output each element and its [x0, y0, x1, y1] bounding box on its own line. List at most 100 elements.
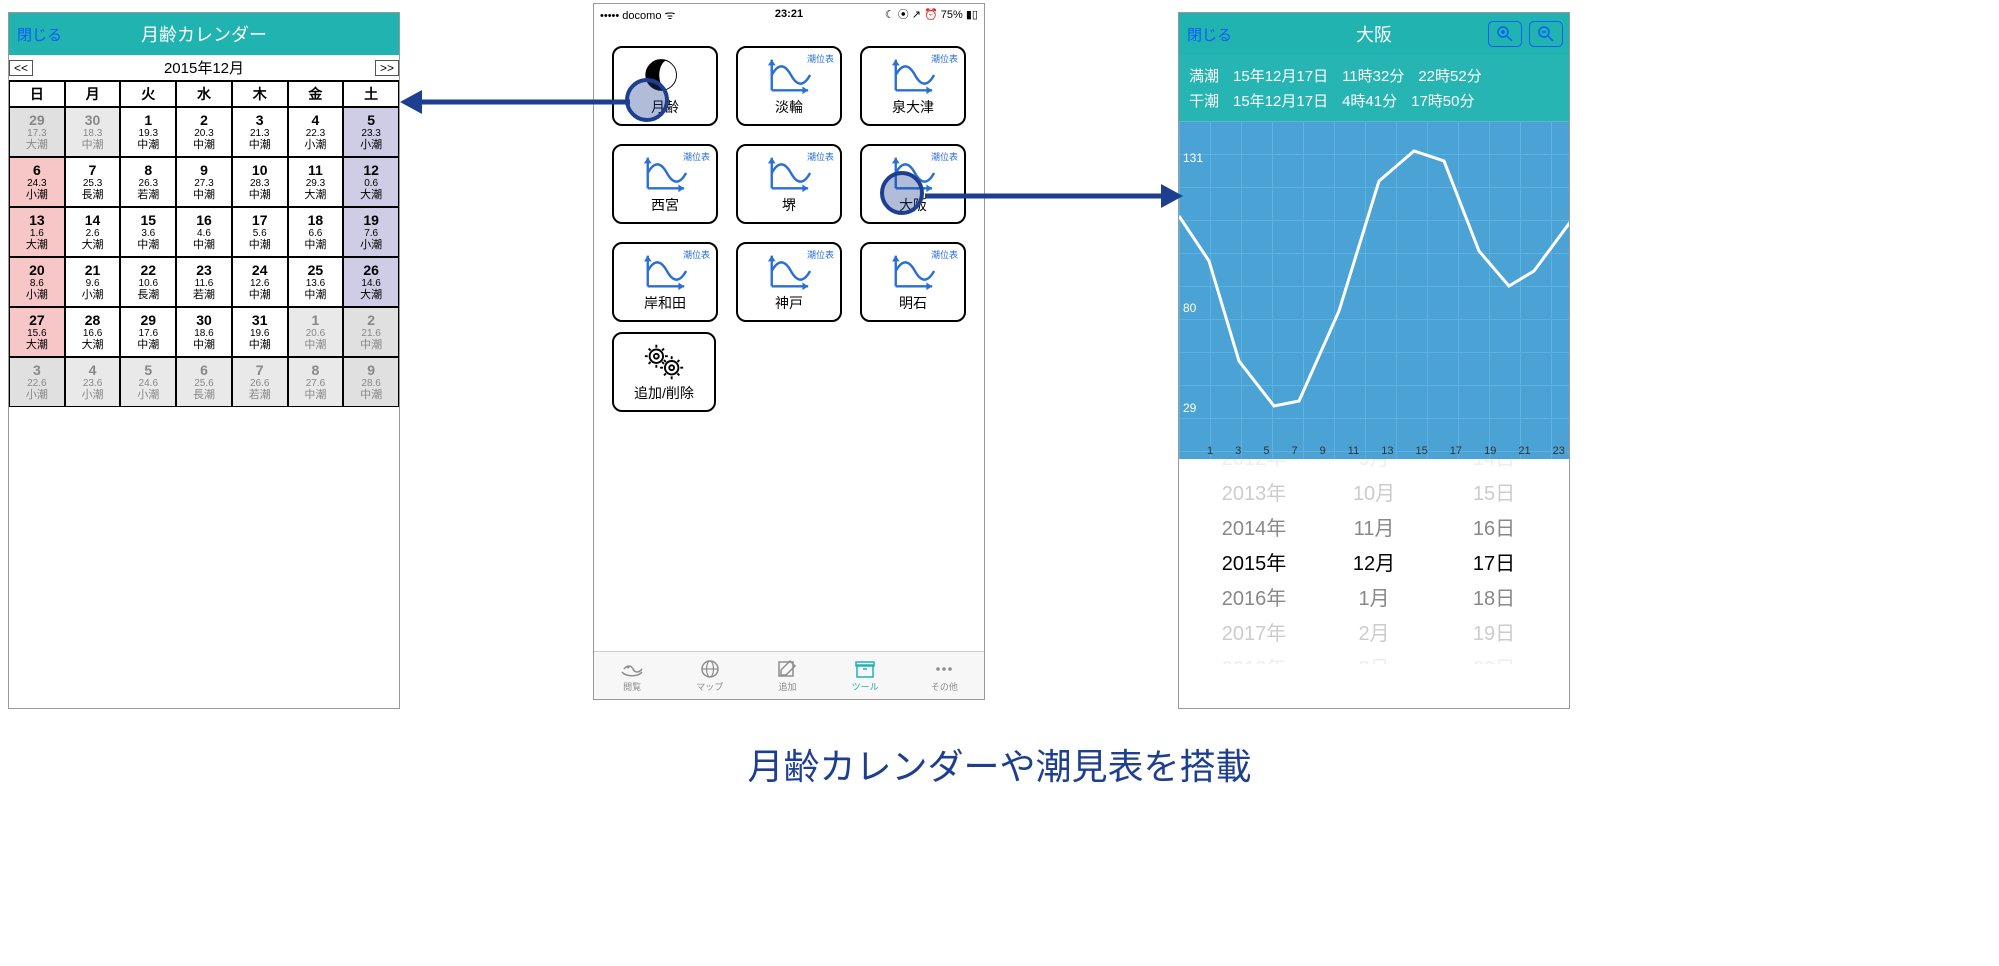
- tab-bar: 閲覧 マップ 追加 ツールその他: [594, 651, 984, 699]
- picker-item[interactable]: 2月: [1358, 617, 1389, 646]
- picker-item[interactable]: 2014年: [1222, 512, 1287, 541]
- calendar-cell[interactable]: 625.6長潮: [176, 357, 232, 407]
- date-picker[interactable]: 2012年 2013年 2014年 2015年 2016年 2017年 2018年 9月 10…: [1179, 459, 1569, 664]
- picker-item[interactable]: 12月: [1353, 547, 1395, 576]
- calendar-cell[interactable]: 220.3中潮: [176, 107, 232, 157]
- x-axis-tick: 17: [1450, 445, 1462, 457]
- calendar-cell[interactable]: 321.3中潮: [232, 107, 288, 157]
- picker-month[interactable]: 9月 10月 11月 12月 1月 2月 3月: [1314, 459, 1434, 664]
- calendar-cell[interactable]: 2513.6中潮: [288, 257, 344, 307]
- picker-item[interactable]: 18日: [1473, 582, 1515, 611]
- picker-item[interactable]: 3月: [1358, 652, 1389, 664]
- calendar-cell[interactable]: 120.6中潮: [288, 307, 344, 357]
- close-button[interactable]: 閉じる: [1187, 24, 1232, 45]
- picker-item[interactable]: 15日: [1473, 477, 1515, 506]
- calendar-cell[interactable]: 2715.6大潮: [9, 307, 65, 357]
- calendar-cell[interactable]: 624.3小潮: [9, 157, 65, 207]
- calendar-cell[interactable]: 131.6大潮: [9, 207, 65, 257]
- calendar-cell[interactable]: 3018.3中潮: [65, 107, 121, 157]
- calendar-cell[interactable]: 120.6大潮: [343, 157, 399, 207]
- prev-month-button[interactable]: <<: [9, 60, 33, 76]
- calendar-cell[interactable]: 726.6若潮: [232, 357, 288, 407]
- calendar-cell[interactable]: 2917.3大潮: [9, 107, 65, 157]
- mini-label: 潮位表: [683, 248, 710, 261]
- add-remove-tile[interactable]: 追加/削除: [612, 332, 716, 412]
- calendar-cell[interactable]: 3018.6中潮: [176, 307, 232, 357]
- calendar-cell[interactable]: 153.6中潮: [120, 207, 176, 257]
- tab-add[interactable]: 追加: [775, 658, 799, 693]
- calendar-cell[interactable]: 2917.6中潮: [120, 307, 176, 357]
- calendar-cell[interactable]: 827.6中潮: [288, 357, 344, 407]
- calendar-cell[interactable]: 725.3長潮: [65, 157, 121, 207]
- calendar-cell[interactable]: 524.6小潮: [120, 357, 176, 407]
- calendar-cell[interactable]: 208.6小潮: [9, 257, 65, 307]
- tile-泉大津[interactable]: 潮位表泉大津: [860, 46, 966, 126]
- picker-day[interactable]: 14日 15日 16日 17日 18日 19日 20日: [1434, 459, 1554, 664]
- arrow-right: [925, 176, 1183, 216]
- picker-item[interactable]: 16日: [1473, 512, 1515, 541]
- picker-item[interactable]: 20日: [1473, 652, 1515, 664]
- next-month-button[interactable]: >>: [375, 60, 399, 76]
- calendar-cell[interactable]: 1129.3大潮: [288, 157, 344, 207]
- calendar-cell[interactable]: 221.6中潮: [343, 307, 399, 357]
- tide-screen: 閉じる 大阪 満潮 15年12月17日 11時32分 22時52分 干潮 15年…: [1178, 12, 1570, 709]
- calendar-cell[interactable]: 927.3中潮: [176, 157, 232, 207]
- calendar-cell[interactable]: 164.6中潮: [176, 207, 232, 257]
- x-axis-tick: 13: [1381, 445, 1393, 457]
- tab-map[interactable]: マップ: [696, 658, 723, 693]
- tide-date: 15年12月17日: [1233, 90, 1328, 111]
- zoom-in-icon: [1496, 25, 1514, 43]
- calendar-cell[interactable]: 1028.3中潮: [232, 157, 288, 207]
- picker-item[interactable]: 2018年: [1222, 652, 1287, 664]
- tile-神戸[interactable]: 潮位表神戸: [736, 242, 842, 322]
- picker-item[interactable]: 2012年: [1222, 459, 1287, 471]
- picker-item[interactable]: 9月: [1358, 459, 1389, 471]
- calendar-cell[interactable]: 2614.6大潮: [343, 257, 399, 307]
- tab-tool[interactable]: ツール: [852, 658, 879, 693]
- picker-year[interactable]: 2012年 2013年 2014年 2015年 2016年 2017年 2018年: [1194, 459, 1314, 664]
- calendar-cell[interactable]: 142.6大潮: [65, 207, 121, 257]
- tab-browse[interactable]: 閲覧: [620, 658, 644, 693]
- calendar-cell[interactable]: 826.3若潮: [120, 157, 176, 207]
- calendar-cell[interactable]: 423.6小潮: [65, 357, 121, 407]
- calendar-cell[interactable]: 2816.6大潮: [65, 307, 121, 357]
- picker-item[interactable]: 2015年: [1222, 547, 1287, 576]
- picker-item[interactable]: 2013年: [1222, 477, 1287, 506]
- low-tide-label: 干潮: [1189, 90, 1219, 111]
- calendar-cell[interactable]: 422.3小潮: [288, 107, 344, 157]
- calendar-cell[interactable]: 928.6中潮: [343, 357, 399, 407]
- zoom-out-button[interactable]: [1529, 21, 1563, 47]
- calendar-cell[interactable]: 175.6中潮: [232, 207, 288, 257]
- calendar-cell[interactable]: 3119.6中潮: [232, 307, 288, 357]
- calendar-cell[interactable]: 2412.6中潮: [232, 257, 288, 307]
- tile-堺[interactable]: 潮位表堺: [736, 144, 842, 224]
- tile-淡輪[interactable]: 潮位表淡輪: [736, 46, 842, 126]
- calendar-cell[interactable]: 119.3中潮: [120, 107, 176, 157]
- picker-item[interactable]: 10月: [1353, 477, 1395, 506]
- tab-label: その他: [931, 680, 958, 693]
- calendar-cell[interactable]: 197.6小潮: [343, 207, 399, 257]
- calendar-cell[interactable]: 322.6小潮: [9, 357, 65, 407]
- picker-item[interactable]: 19日: [1473, 617, 1515, 646]
- mini-label: 潮位表: [931, 150, 958, 163]
- picker-item[interactable]: 2017年: [1222, 617, 1287, 646]
- calendar-header: 閉じる 月齢カレンダー: [9, 13, 399, 55]
- tile-西宮[interactable]: 潮位表西宮: [612, 144, 718, 224]
- picker-item[interactable]: 11月: [1354, 512, 1395, 541]
- zoom-in-button[interactable]: [1488, 21, 1522, 47]
- calendar-cell[interactable]: 523.3小潮: [343, 107, 399, 157]
- picker-item[interactable]: 1月: [1358, 582, 1389, 611]
- calendar-cell[interactable]: 186.6中潮: [288, 207, 344, 257]
- picker-item[interactable]: 14日: [1473, 459, 1515, 471]
- tile-岸和田[interactable]: 潮位表岸和田: [612, 242, 718, 322]
- calendar-cell[interactable]: 2311.6若潮: [176, 257, 232, 307]
- calendar-cell[interactable]: 2210.6長潮: [120, 257, 176, 307]
- tide-chart: 1318029 1357911131517192123: [1179, 121, 1569, 459]
- tab-other[interactable]: その他: [931, 658, 958, 693]
- tide-date: 15年12月17日: [1233, 65, 1328, 86]
- picker-item[interactable]: 2016年: [1222, 582, 1287, 611]
- picker-item[interactable]: 17日: [1473, 547, 1515, 576]
- close-button[interactable]: 閉じる: [17, 24, 62, 45]
- calendar-cell[interactable]: 219.6小潮: [65, 257, 121, 307]
- tile-明石[interactable]: 潮位表明石: [860, 242, 966, 322]
